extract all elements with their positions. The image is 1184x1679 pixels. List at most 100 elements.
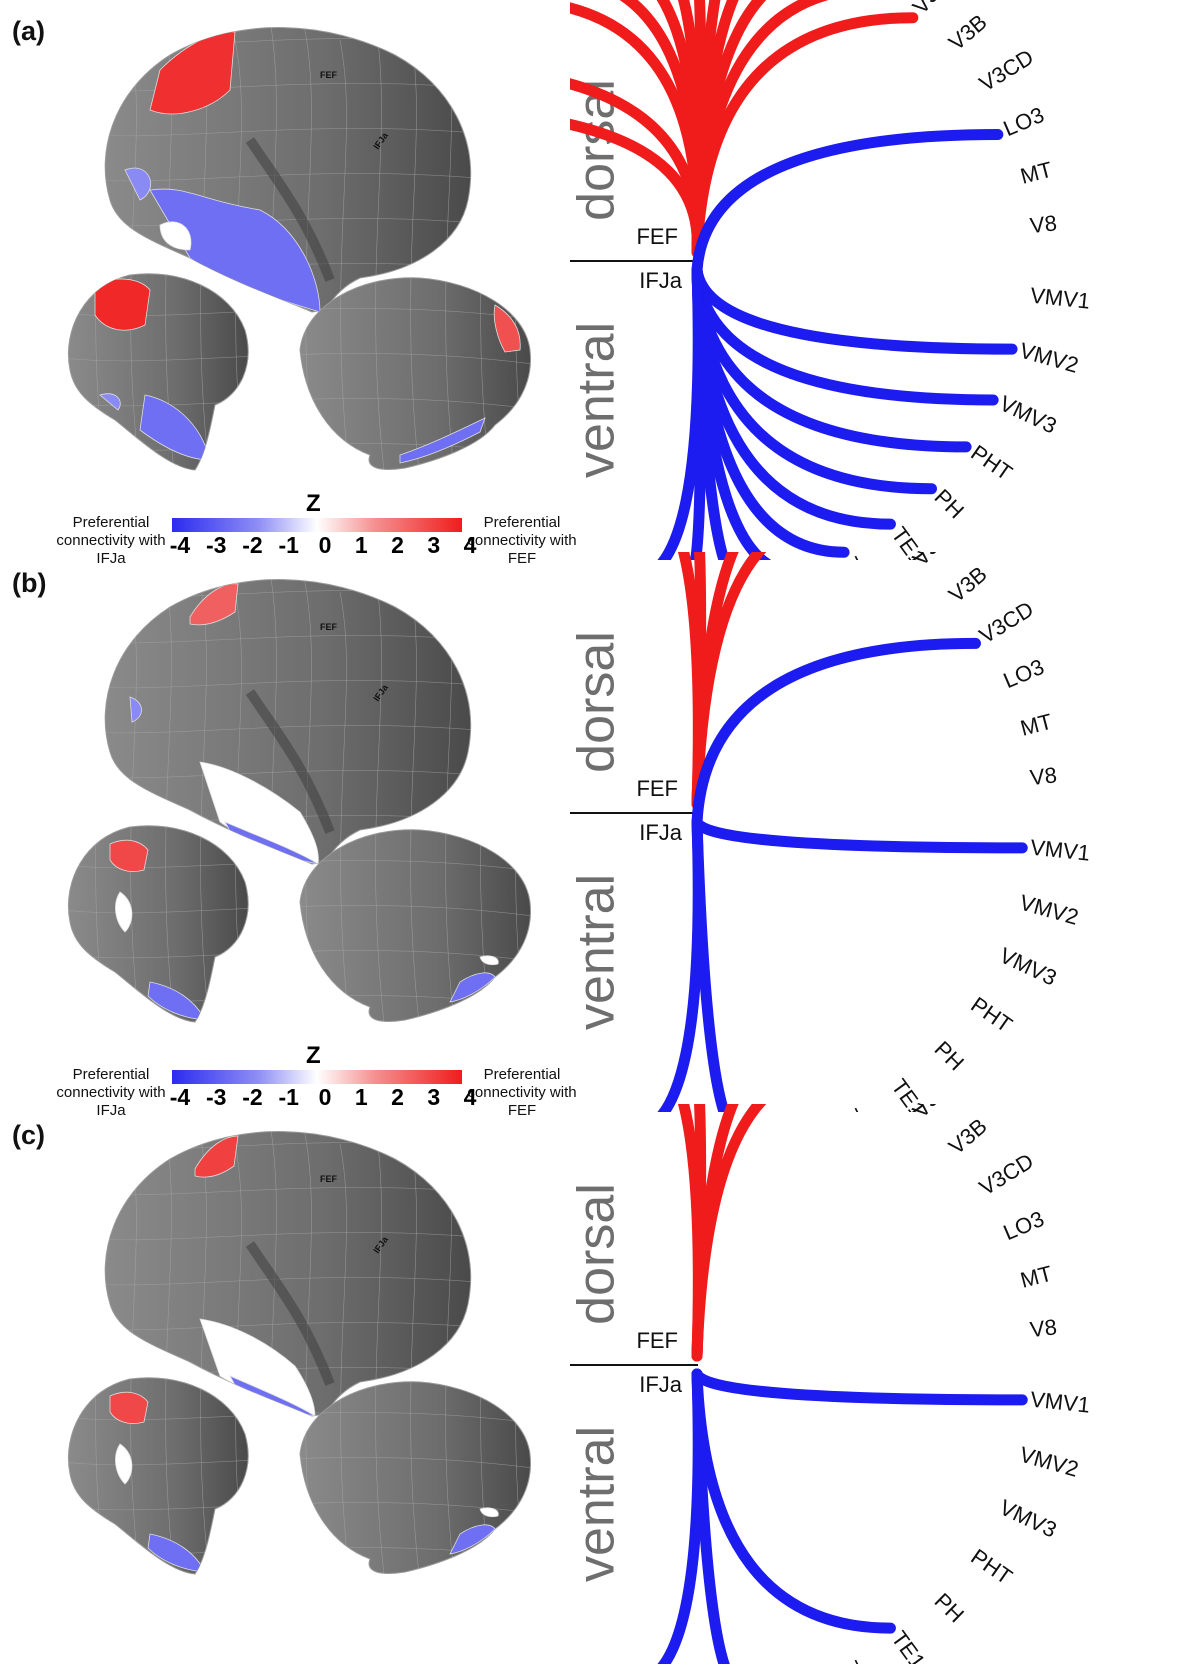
figure-panel-a: (a) FEF IFJa Z Preferential connectivity wit… xyxy=(0,0,1184,575)
group-label-ventral: ventral xyxy=(570,874,626,1030)
colorbar-tick: 1 xyxy=(354,1084,368,1110)
region-label-v8: V8 xyxy=(1029,762,1058,790)
colorbar-tick: 4 xyxy=(463,532,477,558)
colorbar-left-label: Preferential connectivity with IFJa xyxy=(56,1066,166,1119)
region-label-vmv2: VMV2 xyxy=(1017,338,1081,378)
colorbar-tick: 0 xyxy=(318,532,332,558)
colorbar-tick: -2 xyxy=(242,532,263,558)
colorbar-tick: 2 xyxy=(391,1084,404,1110)
region-label-vmv2: VMV2 xyxy=(1017,1442,1081,1482)
region-label-vmv2: VMV2 xyxy=(1017,890,1081,930)
region-label-v3b: V3B xyxy=(944,561,992,607)
brain-lateral-view xyxy=(104,27,472,313)
chord-diagram: V6V6AV7IPS1IP1MIPVIPLIPdLIPv7AL7PC7PLV3A… xyxy=(570,1104,1091,1664)
link-ifja-te2a xyxy=(691,816,730,1112)
colorbar-tick: -4 xyxy=(169,532,191,558)
panel-label: (b) xyxy=(12,568,47,598)
seed-label-fef: FEF xyxy=(636,776,678,801)
brain-small-lateral-view xyxy=(68,273,249,471)
region-label-pht: PHT xyxy=(966,992,1016,1038)
chord-diagram: V6V6AV7IPS1IP1MIPVIPLIPdLIPv7AL7PC7PLV3A… xyxy=(570,552,1091,1112)
brain-medial-view xyxy=(299,829,532,1022)
seed-label-ifja: IFJa xyxy=(639,268,683,293)
region-label-lo3: LO3 xyxy=(1000,1206,1048,1245)
seed-label-fef: FEF xyxy=(636,224,678,249)
region-label-lo3: LO3 xyxy=(1000,102,1048,141)
link-fef-7pc xyxy=(691,552,767,810)
seed-label-ifja: IFJa xyxy=(639,1372,683,1397)
region-label-vmv3: VMV3 xyxy=(996,943,1061,991)
region-label-v3cd: V3CD xyxy=(975,1148,1038,1200)
seed-label-fef: FEF xyxy=(636,1328,678,1353)
colorbar-tick: 3 xyxy=(427,532,441,558)
colorbar-title: Z xyxy=(306,1042,321,1069)
panel-label: (a) xyxy=(12,16,45,46)
figure-panel-c: (c)FEFIFJaV6V6AV7IPS1IP1MIPVIPLIPdLIPv7A… xyxy=(0,1104,1184,1679)
region-label-pht: PHT xyxy=(966,1544,1016,1590)
link-ifja-pht xyxy=(691,264,972,453)
colorbar-tick: -1 xyxy=(278,1084,299,1110)
region-label-vmv1: VMV1 xyxy=(1029,835,1091,866)
colorbar-tick: -4 xyxy=(169,1084,191,1110)
link-ifja-lo3 xyxy=(691,128,1004,276)
group-label-ventral: ventral xyxy=(570,322,626,478)
colorbar-gradient xyxy=(172,518,462,532)
colorbar-tick: -3 xyxy=(206,1084,227,1110)
region-label-vmv1: VMV1 xyxy=(1029,283,1091,314)
link-fef-v3a xyxy=(691,12,919,258)
fef-brain-label: FEF xyxy=(320,1174,338,1184)
link-ifja-tf xyxy=(657,1368,704,1664)
colorbar-tick: 4 xyxy=(463,1084,477,1110)
region-label-v3a: V3A xyxy=(907,1104,953,1123)
link-ifja-vmv1 xyxy=(691,1368,1028,1406)
region-label-v3a: V3A xyxy=(907,552,953,571)
colorbar: Z Preferential connectivity with IFJa Pref… xyxy=(0,486,580,567)
region-label-v8: V8 xyxy=(1029,1314,1058,1342)
colorbar-title: Z xyxy=(306,490,321,517)
colorbar-tick: 1 xyxy=(354,532,368,558)
region-label-te1m: TE1m xyxy=(838,1105,886,1112)
region-label-lo3: LO3 xyxy=(1000,654,1048,693)
fef-brain-label: FEF xyxy=(320,622,338,632)
link-ifja-te1a xyxy=(691,1368,896,1634)
colorbar-tick: 2 xyxy=(391,532,404,558)
group-label-ventral: ventral xyxy=(570,1426,626,1582)
chord-diagram: V6V6AV7IPS1IP1MIPVIPLIPdLIPv7AL7PC7PLV3A… xyxy=(570,0,1091,560)
region-label-v3cd: V3CD xyxy=(975,44,1038,96)
link-ifja-vmv1 xyxy=(691,816,1028,854)
colorbar-right-label: Preferential connectivity with FEF xyxy=(467,514,577,567)
region-label-mt: MT xyxy=(1018,1261,1055,1293)
region-label-ph: PH xyxy=(930,1036,969,1075)
brain-lateral-view xyxy=(104,579,472,865)
link-fef-vip xyxy=(677,552,704,810)
colorbar-right-label: Preferential connectivity with FEF xyxy=(467,1066,577,1119)
colorbar-left-label: Preferential connectivity with IFJa xyxy=(56,514,166,567)
colorbar: Z Preferential connectivity with IFJa Pref… xyxy=(0,1038,580,1119)
brain-medial-view xyxy=(299,1381,532,1574)
fef-brain-label: FEF xyxy=(320,70,338,80)
figure-panel-b: (b) FEF IFJa Z Preferential connectivity wit… xyxy=(0,552,1184,1127)
region-label-vmv3: VMV3 xyxy=(996,391,1061,439)
colorbar-tick: -2 xyxy=(242,1084,263,1110)
link-ifja-tf xyxy=(657,264,704,560)
panel-label: (c) xyxy=(12,1120,45,1150)
link-ifja-vmv2 xyxy=(691,264,1018,355)
colorbar-tick: 0 xyxy=(318,1084,332,1110)
region-label-mt: MT xyxy=(1018,157,1055,189)
group-label-dorsal: dorsal xyxy=(570,631,626,773)
brain-lateral-view xyxy=(104,1131,472,1417)
region-label-ph: PH xyxy=(930,1588,969,1627)
group-label-dorsal: dorsal xyxy=(570,1183,626,1325)
link-ifja-tf xyxy=(657,816,704,1112)
region-label-vmv3: VMV3 xyxy=(996,1495,1061,1543)
region-label-mt: MT xyxy=(1018,709,1055,741)
colorbar-gradient xyxy=(172,1070,462,1084)
link-ifja-v3cd xyxy=(691,637,981,828)
link-fef-vip xyxy=(677,1104,704,1362)
region-label-te1m: TE1m xyxy=(838,1657,886,1664)
region-label-v3b: V3B xyxy=(944,9,992,55)
link-fef-7pc xyxy=(691,1104,767,1362)
